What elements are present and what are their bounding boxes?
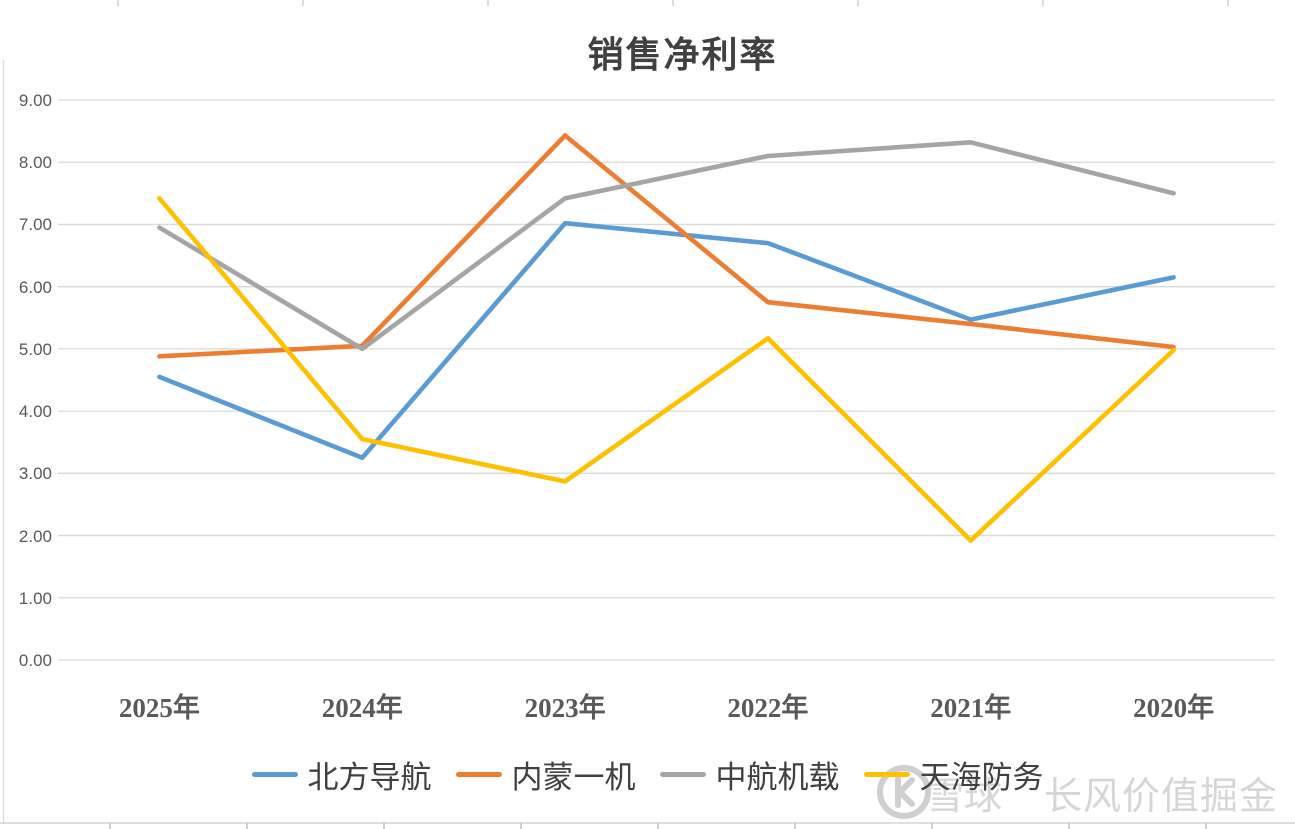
x-axis-tick-label: 2024年 bbox=[321, 693, 403, 723]
series-line-3 bbox=[157, 140, 1176, 352]
x-axis-tick-label: 2023年 bbox=[524, 693, 606, 723]
y-axis-tick-label: 6.00 bbox=[18, 277, 52, 297]
series-line-1 bbox=[157, 220, 1176, 461]
legend-marker bbox=[455, 771, 502, 777]
x-axis-tick-label: 2020年 bbox=[1133, 693, 1215, 723]
legend-marker bbox=[863, 771, 910, 777]
x-axis-tick-label: 2022年 bbox=[727, 693, 809, 723]
chart-title: 销售净利率 bbox=[587, 35, 778, 75]
y-axis-tick-label: 8.00 bbox=[18, 153, 52, 173]
y-axis-tick-label: 2.00 bbox=[18, 526, 52, 546]
xueqiu-logo-icon bbox=[877, 765, 931, 819]
y-axis-tick-label: 9.00 bbox=[18, 91, 52, 110]
legend-marker bbox=[251, 771, 298, 777]
watermark: 雪球 长风价值掘金 bbox=[876, 764, 1278, 820]
y-axis-tick-label: 5.00 bbox=[18, 339, 52, 359]
y-axis-tick-label: 7.00 bbox=[18, 215, 52, 235]
legend-item: 天海防务 bbox=[863, 752, 1044, 797]
watermark-brand: 雪球 bbox=[926, 775, 1003, 818]
legend-label: 内蒙一机 bbox=[511, 759, 636, 795]
series-line-2 bbox=[157, 133, 1176, 359]
watermark-suffix: 长风价值掘金 bbox=[1044, 775, 1279, 818]
x-axis-tick-label: 2025年 bbox=[118, 693, 200, 723]
y-axis-tick-label: 4.00 bbox=[18, 402, 52, 422]
series-line-4 bbox=[157, 196, 1176, 543]
legend-item: 内蒙一机 bbox=[455, 752, 636, 797]
x-axis-tick-label: 2021年 bbox=[930, 693, 1012, 723]
y-axis-tick-label: 3.00 bbox=[18, 464, 52, 484]
legend-item: 北方导航 bbox=[251, 752, 432, 797]
legend-label: 天海防务 bbox=[919, 759, 1044, 795]
legend-label: 中航机载 bbox=[715, 759, 840, 795]
legend-label: 北方导航 bbox=[307, 759, 432, 795]
legend-item: 中航机载 bbox=[659, 752, 840, 797]
y-axis-tick-label: 1.00 bbox=[18, 588, 52, 608]
chart-legend: 北方导航 内蒙一机 中航机载 天海防务 bbox=[0, 750, 1295, 798]
y-axis-tick-label: 0.00 bbox=[18, 651, 52, 670]
legend-marker bbox=[659, 771, 706, 777]
